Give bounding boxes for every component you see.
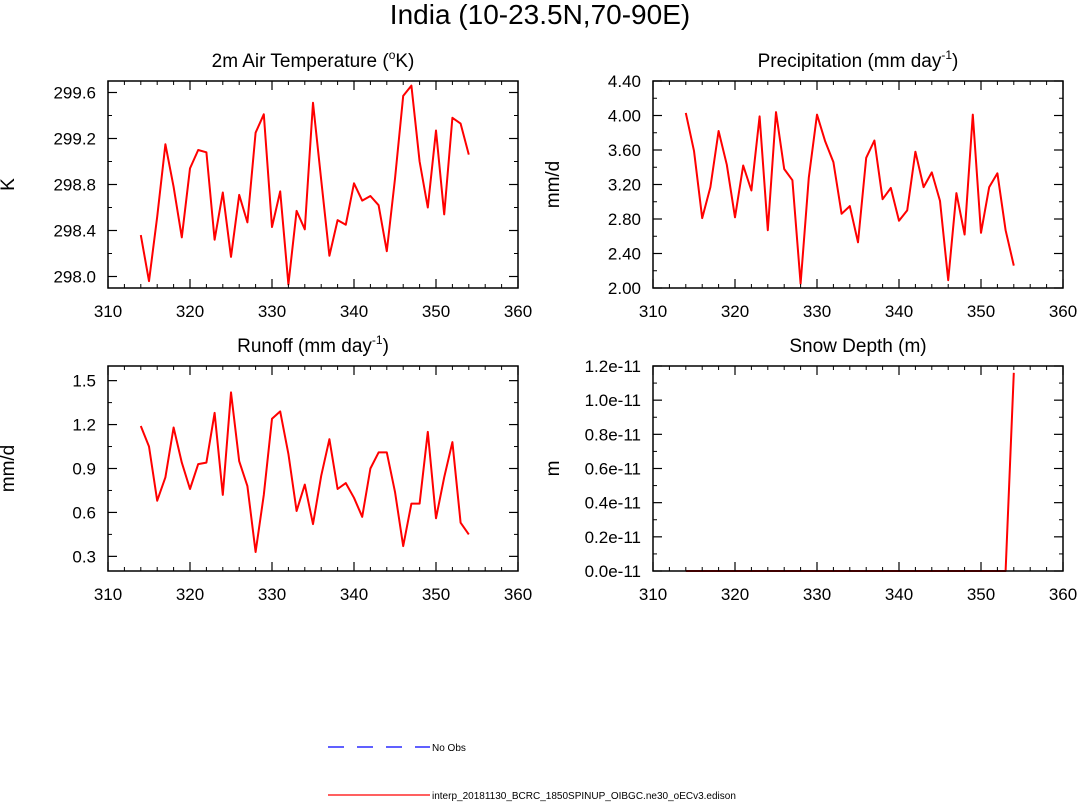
data-series-line <box>685 372 1015 572</box>
x-tick-label: 310 <box>94 302 122 321</box>
x-tick-label: 340 <box>885 302 913 321</box>
y-tick-label: 298.0 <box>53 268 96 287</box>
x-tick-label: 340 <box>885 585 913 604</box>
y-tick-label: 299.2 <box>53 130 96 149</box>
x-tick-label: 310 <box>639 585 667 604</box>
panel-title-main: 2m Air Temperature ( <box>212 51 390 72</box>
y-tick-label: 298.4 <box>53 222 96 241</box>
panel-title: Precipitation (mm day-1) <box>758 48 959 72</box>
data-series-line <box>139 84 470 286</box>
legend: No Obs interp_20181130_BCRC_1850SPINUP_OI… <box>328 743 736 802</box>
legend-label: interp_20181130_BCRC_1850SPINUP_OIBGC.ne… <box>432 791 736 802</box>
chart-panel-2: Precipitation (mm day-1) mm/d 310 320 330 340… <box>543 48 1077 321</box>
x-tick-label: 350 <box>422 302 450 321</box>
data-series-line <box>684 111 1015 285</box>
panel-title-suffix: ) <box>952 51 958 72</box>
x-tick-label: 330 <box>258 585 286 604</box>
x-tick-label: 360 <box>504 585 532 604</box>
y-tick-label: 3.20 <box>608 176 641 195</box>
y-tick-label: 3.60 <box>608 141 641 160</box>
y-tick-label: 4.40 <box>608 72 641 91</box>
panel-title-superscript: o <box>389 48 396 62</box>
y-tick-label: 0.0e-11 <box>585 562 641 581</box>
y-tick-label: 2.00 <box>608 279 641 298</box>
y-tick-label: 0.9 <box>72 460 96 479</box>
legend-entry: No Obs <box>328 743 466 754</box>
x-tick-label: 360 <box>504 302 532 321</box>
panels: 2m Air Temperature (oK) K 310 320 330 340 350 3… <box>0 48 1077 604</box>
x-tick-label: 360 <box>1049 302 1077 321</box>
y-axis-label: mm/d <box>0 445 19 493</box>
y-tick-label: 4.00 <box>608 107 641 126</box>
chart-panel-4: Snow Depth (m) m 310 320 330 340 350 360 0.0e-11… <box>543 336 1077 604</box>
x-tick-label: 330 <box>258 302 286 321</box>
plot-frame <box>652 365 1064 572</box>
y-axis-label: m <box>543 461 564 477</box>
panel-title-suffix: K) <box>395 51 414 72</box>
y-tick-label: 0.4e-11 <box>585 494 641 513</box>
x-tick-label: 320 <box>721 302 749 321</box>
x-tick-label: 320 <box>176 302 204 321</box>
y-tick-label: 0.8e-11 <box>585 425 641 444</box>
y-tick-label: 2.40 <box>608 245 641 264</box>
plot-frame <box>652 80 1064 289</box>
legend-label: No Obs <box>432 743 466 754</box>
x-tick-label: 320 <box>721 585 749 604</box>
y-tick-label: 0.6e-11 <box>585 460 641 479</box>
x-tick-label: 320 <box>176 585 204 604</box>
x-tick-label: 350 <box>967 302 995 321</box>
chart-panel-3: Runoff (mm day-1) mm/d 310 320 330 340 350 360 0… <box>0 333 532 604</box>
legend-entry: interp_20181130_BCRC_1850SPINUP_OIBGC.ne… <box>328 791 736 802</box>
panel-title-main: Runoff (mm day <box>237 336 372 357</box>
panel-title: Snow Depth (m) <box>789 336 926 357</box>
y-tick-label: 2.80 <box>608 210 641 229</box>
y-tick-label: 1.2 <box>72 416 96 435</box>
y-tick-label: 298.8 <box>53 176 96 195</box>
plot-frame <box>107 365 519 572</box>
panel-title-superscript: -1 <box>941 48 952 62</box>
x-tick-label: 310 <box>94 585 122 604</box>
y-tick-label: 0.3 <box>72 547 96 566</box>
y-tick-label: 299.6 <box>53 84 96 103</box>
panel-title-superscript: -1 <box>372 333 383 347</box>
x-tick-label: 310 <box>639 302 667 321</box>
x-tick-label: 350 <box>967 585 995 604</box>
panel-title: 2m Air Temperature (oK) <box>212 48 415 72</box>
chart-panel-1: 2m Air Temperature (oK) K 310 320 330 340 350 3… <box>0 48 532 321</box>
y-tick-label: 1.0e-11 <box>585 391 641 410</box>
y-axis-label: K <box>0 178 19 191</box>
page-title: India (10-23.5N,70-90E) <box>390 0 690 30</box>
x-tick-label: 360 <box>1049 585 1077 604</box>
x-tick-label: 340 <box>340 585 368 604</box>
x-tick-label: 350 <box>422 585 450 604</box>
data-series-line <box>139 391 470 553</box>
y-tick-label: 1.2e-11 <box>585 357 641 376</box>
x-tick-label: 340 <box>340 302 368 321</box>
panel-title-main: Precipitation (mm day <box>758 51 942 72</box>
panel-title-main: Snow Depth (m) <box>789 336 926 357</box>
y-tick-label: 1.5 <box>72 372 96 391</box>
x-tick-label: 330 <box>803 585 831 604</box>
panel-title-suffix: ) <box>383 336 389 357</box>
x-tick-label: 330 <box>803 302 831 321</box>
y-axis-label: mm/d <box>543 161 564 209</box>
y-tick-label: 0.6 <box>72 503 96 522</box>
panel-title: Runoff (mm day-1) <box>237 333 389 357</box>
y-tick-label: 0.2e-11 <box>585 528 641 547</box>
